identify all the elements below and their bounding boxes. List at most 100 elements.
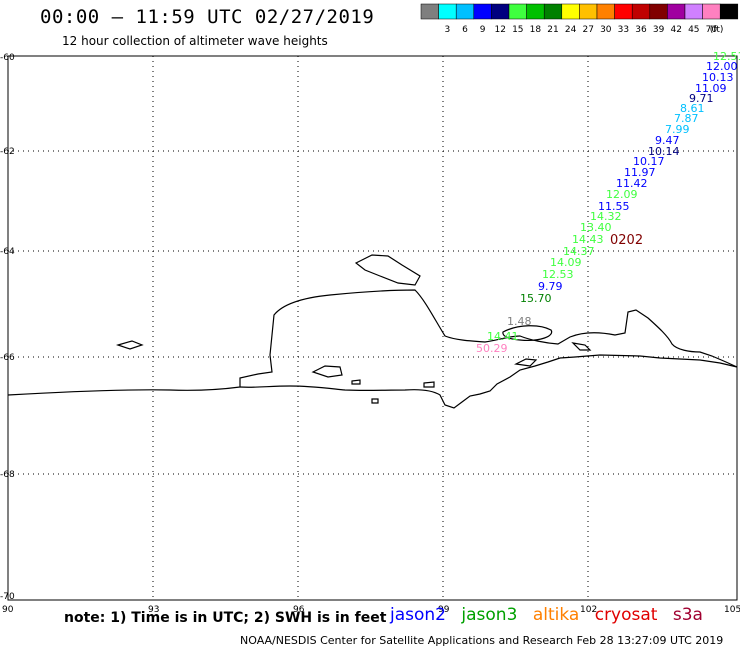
wave-height-label: 14.09: [550, 256, 582, 269]
wave-height-label: 10.13: [702, 71, 734, 84]
colorbar-label: 45: [688, 25, 699, 35]
colorbar-label: 30: [600, 25, 612, 35]
colorbar-label: 12: [494, 25, 505, 35]
wave-height-observations: 12.5112.0010.1311.099.718.617.877.999.47…: [476, 50, 740, 355]
island-south: [311, 365, 343, 378]
colorbar-swatch: [508, 3, 527, 20]
track-time-label: 0202: [610, 233, 643, 248]
lon-label: 90: [2, 605, 14, 615]
colorbar-label: 36: [635, 25, 647, 35]
islet: [514, 358, 538, 367]
colorbar-swatch: [684, 3, 703, 20]
colorbar-label: 39: [653, 25, 665, 35]
plot-frame: [7, 55, 738, 601]
wave-height-label: 14.32: [590, 210, 622, 223]
footnote: note: 1) Time is in UTC; 2) SWH is in fe…: [64, 610, 387, 626]
islet: [423, 381, 435, 388]
wave-height-label: 15.70: [520, 292, 552, 305]
coast-inner: [239, 354, 738, 409]
wave-height-label: 9.47: [655, 134, 680, 147]
satellite-altika: altika: [532, 605, 580, 625]
map-title: 00:00 — 11:59 UTC 02/27/2019: [40, 6, 375, 28]
coastline: [7, 254, 738, 409]
colorbar-unit: (ft): [710, 25, 724, 35]
colorbar-swatch: [473, 3, 492, 20]
wave-height-label: 11.42: [616, 177, 648, 190]
colorbar-swatch: [491, 3, 510, 20]
wave-height-label: 8.61: [680, 102, 705, 115]
colorbar-swatch: [561, 3, 580, 20]
wave-height-label: 13.40: [580, 221, 612, 234]
colorbar-label: 3: [445, 25, 451, 35]
colorbar-swatch: [631, 3, 651, 20]
colorbar-label: 6: [462, 25, 468, 35]
colorbar-swatch: [526, 3, 545, 20]
lon-label: 102: [580, 605, 597, 615]
lon-label: 96: [293, 605, 305, 615]
satellite-legend: jason2 jason3 altika cryosat s3a: [390, 605, 713, 625]
wave-height-label: 9.79: [538, 280, 563, 293]
colorbar-label: 42: [670, 25, 681, 35]
wave-height-label: 12.00: [706, 60, 738, 73]
graticule: [8, 56, 737, 600]
wave-height-label: 9.71: [689, 92, 714, 105]
wave-height-label: 11.97: [624, 166, 656, 179]
wave-height-label: 11.55: [598, 200, 630, 213]
lat-label: -68: [0, 470, 15, 480]
lon-label: 99: [438, 605, 450, 615]
lon-label: 105: [724, 605, 740, 615]
wave-height-label: 7.99: [665, 123, 690, 136]
wave-height-label: 12.51: [713, 50, 740, 63]
lat-label: -70: [0, 592, 15, 602]
islet: [351, 379, 361, 385]
colorbar-label: 70: [706, 25, 718, 35]
wave-height-label: 7.87: [674, 112, 699, 125]
colorbar-label: 33: [618, 25, 629, 35]
wave-height-label: 12.53: [542, 268, 574, 281]
colorbar-label: 21: [547, 25, 558, 35]
colorbar-swatch: [420, 3, 439, 20]
colorbar-label: 18: [530, 25, 542, 35]
colorbar-swatch: [596, 3, 615, 20]
wave-height-label: 10.14: [648, 145, 680, 158]
wave-height-label: 1.48: [507, 315, 532, 328]
wave-height-label: 50.29: [476, 342, 508, 355]
lat-label: -64: [0, 247, 15, 257]
colorbar-label: 27: [582, 25, 593, 35]
colorbar-label: 24: [565, 25, 577, 35]
wave-height-label: 10.17: [633, 155, 665, 168]
colorbar-label: 9: [480, 25, 486, 35]
island-north: [354, 254, 421, 286]
wave-height-label: 12.09: [606, 188, 638, 201]
colorbar-swatch: [702, 3, 721, 20]
wave-height-label: 14.41: [487, 330, 519, 343]
longitude-labels: 90 93 96 99 102 105: [2, 605, 740, 615]
ice-shelf-edge: [7, 289, 738, 396]
islet: [571, 342, 592, 351]
colorbar-swatch: [579, 3, 598, 20]
satellite-jason2: jason2: [390, 605, 446, 625]
colorbar-swatch: [667, 3, 686, 20]
lat-label: -62: [0, 147, 15, 157]
colorbar-swatch: [438, 3, 457, 20]
satellite-cryosat: cryosat: [594, 605, 658, 625]
map-subtitle: 12 hour collection of altimeter wave hei…: [62, 34, 328, 48]
colorbar-swatch: [649, 3, 668, 20]
lat-label: -66: [0, 353, 15, 363]
wave-height-label: 14.37: [563, 245, 595, 258]
island-west: [115, 340, 144, 350]
wave-height-label: 11.09: [695, 82, 727, 95]
colorbar-swatch: [455, 3, 475, 20]
satellite-jason3: jason3: [461, 605, 518, 625]
satellite-s3a: s3a: [672, 605, 703, 625]
colorbar-swatch: [719, 3, 739, 20]
colorbar-swatch: [543, 3, 563, 20]
colorbar-swatch: [614, 3, 633, 20]
islet: [371, 398, 379, 404]
wave-height-label: 14.43: [572, 233, 604, 246]
colorbar: 3 6 9 12 15 18 21 24 27 30 33 36 39 42 45 70(ft): [420, 3, 739, 35]
island-east: [502, 325, 553, 341]
colorbar-label: 15: [512, 25, 523, 35]
lat-label: -60: [0, 53, 15, 63]
